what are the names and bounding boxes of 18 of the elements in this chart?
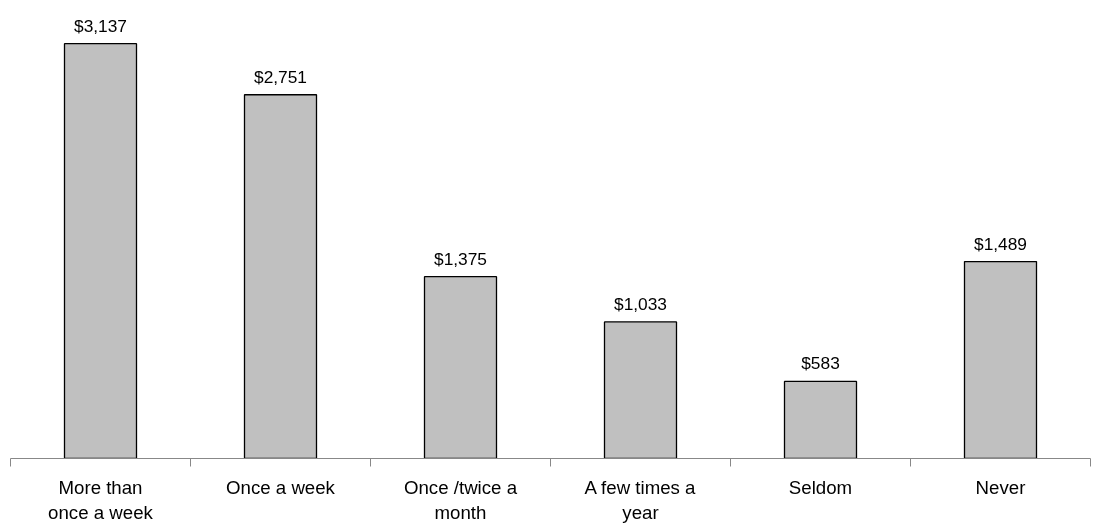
data-label: $583 [801, 353, 840, 374]
x-tick-label: Never [975, 476, 1026, 498]
bar [63, 43, 138, 459]
x-tick-label: Seldom [788, 476, 853, 498]
data-label: $1,375 [434, 248, 487, 269]
bar [423, 276, 498, 459]
x-tick-label: Once /twice a month [403, 476, 518, 523]
x-tick-label: Once a week [226, 476, 336, 498]
x-tick-label: More than once a week [48, 476, 154, 523]
bar [783, 380, 858, 459]
data-label: $1,033 [614, 293, 667, 314]
data-label: $3,137 [74, 15, 127, 36]
bar [603, 321, 678, 459]
x-tick-label: A few times a year [584, 476, 697, 523]
data-label: $2,751 [254, 66, 307, 87]
bar [963, 260, 1038, 459]
bar [243, 94, 318, 459]
data-label: $1,489 [974, 233, 1027, 254]
